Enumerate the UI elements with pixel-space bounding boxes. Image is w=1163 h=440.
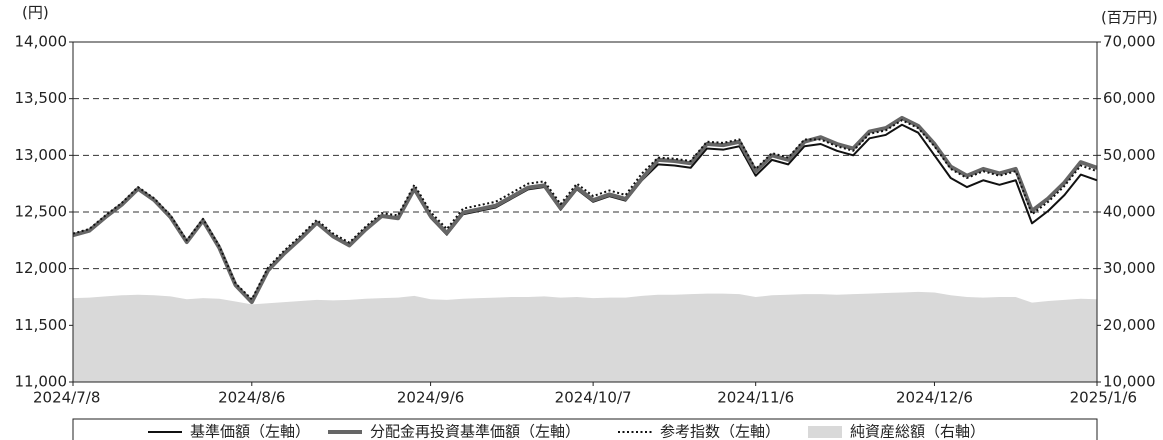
y-tick-label: 14,000 bbox=[15, 33, 68, 51]
y-tick-label: 11,500 bbox=[15, 316, 68, 334]
legend-label: 分配金再投資基準価額（左軸） bbox=[370, 423, 580, 440]
plot-frame bbox=[72, 41, 1098, 383]
y-tick-label: 12,500 bbox=[15, 203, 68, 221]
y-unit-label: (円) bbox=[22, 4, 49, 22]
legend-label: 基準価額（左軸） bbox=[190, 423, 310, 440]
x-tick-label: 2024/10/7 bbox=[555, 389, 632, 407]
x-tick-label: 2024/9/6 bbox=[397, 389, 464, 407]
y2-tick-label: 10,000 bbox=[1103, 373, 1156, 391]
y2-tick-label: 70,000 bbox=[1103, 33, 1156, 51]
y2-tick-label: 40,000 bbox=[1103, 203, 1156, 221]
y2-tick-label: 30,000 bbox=[1103, 259, 1156, 277]
y-tick-label: 13,500 bbox=[15, 89, 68, 107]
y2-unit-label: (百万円) bbox=[1101, 9, 1158, 27]
area bbox=[73, 291, 1097, 382]
line bbox=[72, 119, 1098, 301]
y2-tick-label: 60,000 bbox=[1103, 89, 1156, 107]
x-tick-label: 2024/7/8 bbox=[33, 389, 100, 407]
x-tick-label: 2024/12/6 bbox=[896, 389, 973, 407]
legend-label: 純資産総額（右軸） bbox=[850, 423, 985, 440]
legend-swatch bbox=[808, 426, 842, 438]
y-tick-label: 12,000 bbox=[15, 259, 68, 277]
y-tick-label: 13,000 bbox=[15, 146, 68, 164]
x-tick-label: 2025/1/6 bbox=[1070, 389, 1137, 407]
line bbox=[72, 115, 1098, 305]
x-tick-label: 2024/11/6 bbox=[717, 389, 794, 407]
y2-tick-label: 50,000 bbox=[1103, 146, 1156, 164]
legend-label: 参考指数（左軸） bbox=[660, 423, 780, 440]
x-tick-label: 2024/8/6 bbox=[218, 389, 285, 407]
y2-tick-label: 20,000 bbox=[1103, 316, 1156, 334]
line bbox=[72, 123, 1098, 304]
y-tick-label: 11,000 bbox=[15, 373, 68, 391]
